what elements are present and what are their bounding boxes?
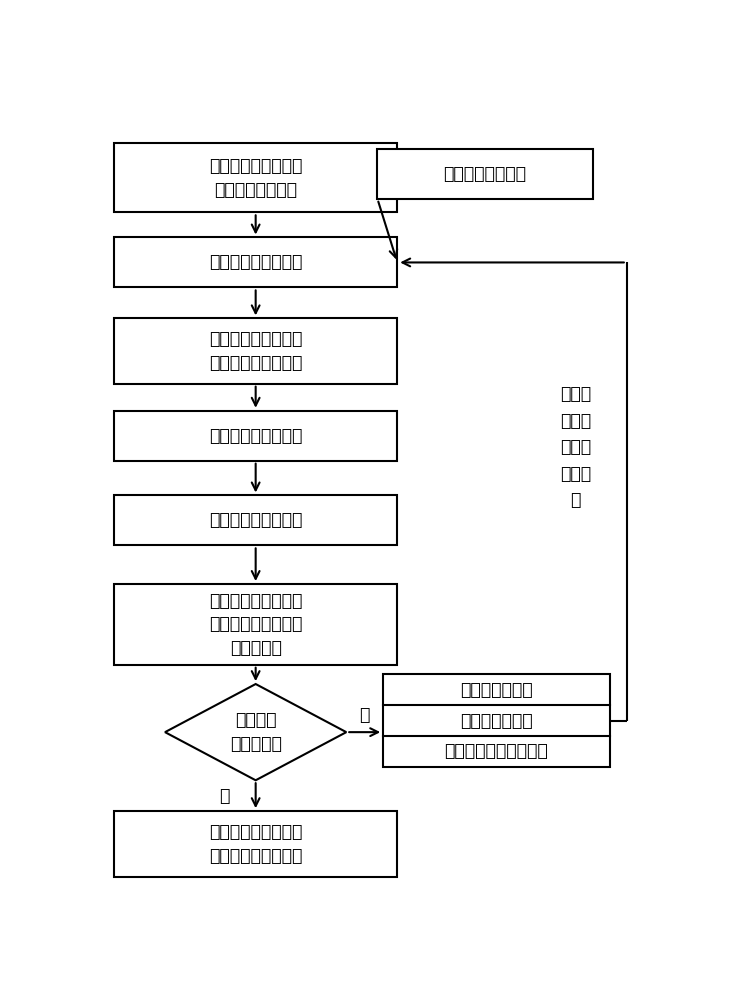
Text: 是: 是 (219, 787, 230, 805)
Text: 谐波分析软件计算输
出振动加速度信号谐
波及失真度: 谐波分析软件计算输 出振动加速度信号谐 波及失真度 (209, 592, 303, 657)
FancyBboxPatch shape (114, 811, 398, 877)
Text: 驱动对应电磁振动台: 驱动对应电磁振动台 (209, 427, 303, 445)
FancyBboxPatch shape (114, 411, 398, 461)
Text: 定位负载所在分段: 定位负载所在分段 (444, 165, 526, 183)
FancyBboxPatch shape (114, 584, 398, 665)
Text: 增加隐含层层数: 增加隐含层层数 (460, 712, 533, 730)
Text: 期望输出振动加速度
、速度和位移信号: 期望输出振动加速度 、速度和位移信号 (209, 157, 303, 199)
Text: 输出振动加速度信号: 输出振动加速度信号 (209, 511, 303, 529)
FancyBboxPatch shape (114, 318, 398, 384)
Text: 满足波形
失真度要求: 满足波形 失真度要求 (230, 711, 281, 753)
FancyBboxPatch shape (114, 495, 398, 545)
Text: 否: 否 (360, 706, 370, 724)
FancyBboxPatch shape (383, 674, 610, 767)
Text: 增大训练样本集: 增大训练样本集 (460, 681, 533, 699)
Text: 该负载分段神经网络
逆模型满足控制要求: 该负载分段神经网络 逆模型满足控制要求 (209, 823, 303, 865)
FancyBboxPatch shape (114, 237, 398, 287)
FancyBboxPatch shape (377, 149, 593, 199)
FancyBboxPatch shape (114, 143, 398, 212)
Text: 辨识更
高精度
神经网
络逆模
型: 辨识更 高精度 神经网 络逆模 型 (560, 385, 591, 509)
Text: 对应神经网络逆模型: 对应神经网络逆模型 (209, 253, 303, 271)
Polygon shape (165, 684, 346, 780)
Text: 功率放大器放大电磁
振动台输入振动信号: 功率放大器放大电磁 振动台输入振动信号 (209, 330, 303, 372)
Text: 增加隐含层神经元个数: 增加隐含层神经元个数 (444, 742, 548, 760)
